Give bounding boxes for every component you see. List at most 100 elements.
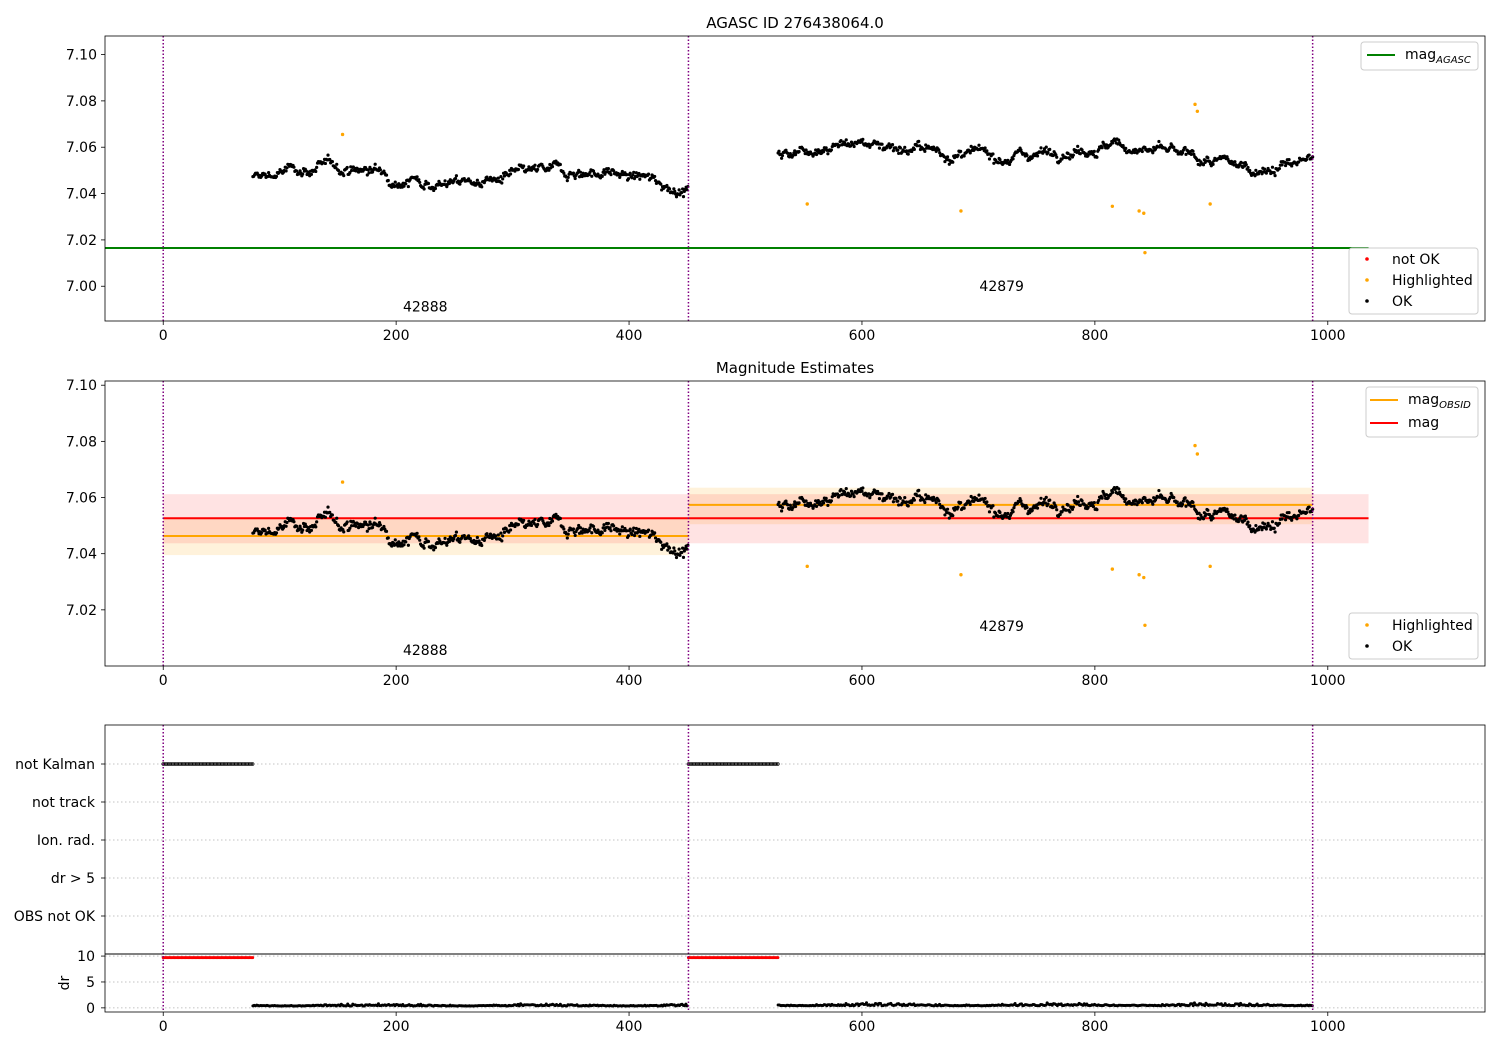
ok-point [931,495,936,499]
ok-point [285,520,289,525]
ok-point [1233,160,1237,164]
ok-point [968,502,972,507]
ok-point [550,519,555,523]
ok-point [1071,153,1075,157]
ok-point [298,524,302,528]
ok-point [985,149,989,153]
highlighted-point [1137,209,1141,213]
ok-point [620,169,624,174]
dr-tick-label: 10 [77,949,95,965]
ok-point [628,171,632,175]
ok-point [837,144,841,148]
plot-area [162,381,1369,666]
ok-point [804,148,808,152]
ok-point [1204,159,1208,163]
ok-point [947,516,951,520]
ok-point [362,523,366,527]
ok-point [571,171,576,175]
ok-point [996,161,1000,165]
ok-point [483,536,487,540]
ok-point [370,525,375,530]
ok-point [1277,521,1282,525]
ok-point [1068,157,1072,161]
flag-row-label: Ion. rad. [37,833,95,849]
ok-point [307,171,311,175]
ok-point [612,169,616,173]
ok-point [1041,503,1045,507]
ok-point [632,533,637,538]
ok-point [1175,500,1179,504]
ok-point [294,169,299,173]
ok-point [1287,510,1291,515]
ok-point [896,148,900,152]
dr-not-ok-point [251,956,255,960]
y-tick-label: 7.02 [66,233,97,249]
ok-point [653,531,657,535]
ok-point [842,490,847,494]
ok-point [780,506,785,510]
ok-point [1007,516,1012,521]
ok-point [494,534,498,538]
ok-point [1189,152,1193,157]
ok-point [452,537,456,541]
ok-point [1157,139,1161,144]
ok-point [1290,518,1294,522]
ok-point [422,187,426,191]
ok-point [382,524,386,529]
ok-point [1051,505,1055,510]
ok-point [1030,508,1034,512]
ok-point [943,513,947,517]
ok-point [983,496,987,501]
ok-point [462,533,466,538]
ok-point [1076,500,1081,504]
ok-point [406,184,410,189]
ok-point [433,545,438,550]
ok-point [1189,504,1193,508]
ok-point [467,534,471,538]
ok-point [1311,507,1315,511]
ok-point [618,175,622,179]
ok-point [399,541,403,545]
ok-point [638,177,642,181]
ok-point [558,162,562,167]
ok-point [577,523,581,528]
ok-point [992,515,996,519]
ok-point [1097,498,1101,503]
ok-point [951,514,955,518]
ok-point [1066,151,1070,156]
ok-point [1091,153,1096,157]
ok-point [578,526,583,530]
ok-point [342,173,346,178]
ok-point [529,523,534,528]
ok-point [1035,506,1040,510]
x-tick-label: 0 [159,1019,168,1035]
ok-point [516,522,521,527]
ok-point [354,524,358,528]
highlighted-point [1142,211,1146,215]
ok-point [906,504,910,508]
ok-point [284,169,288,173]
ok-point [829,148,833,152]
ok-point [841,492,845,496]
ok-point [454,174,459,178]
ok-point [482,538,486,542]
ok-point [896,499,900,503]
x-tick-label: 800 [1082,328,1109,344]
ok-point [962,154,966,158]
ok-point [861,486,865,490]
highlighted-point [1195,452,1200,456]
ok-point [384,173,389,177]
legend-line-text: mag [1408,392,1439,408]
ok-point [898,496,902,500]
ok-point [860,140,864,144]
y-tick-label: 7.00 [66,279,97,295]
ok-point [917,488,921,493]
y-tick-label: 7.04 [66,187,97,203]
ok-point [424,537,428,541]
ok-point [1086,153,1090,157]
ok-point [630,176,634,180]
ok-point [1140,501,1144,505]
x-tick-label: 0 [159,328,168,344]
y-tick-label: 7.02 [66,603,97,619]
ok-point [1123,499,1127,504]
